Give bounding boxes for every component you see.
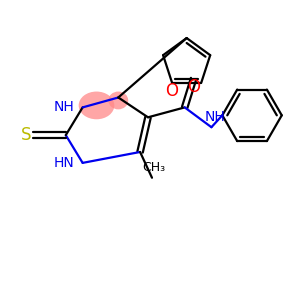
Text: O: O [166,82,178,100]
Text: O: O [187,78,200,96]
Text: S: S [21,126,32,144]
Text: CH₃: CH₃ [142,161,166,174]
Text: HN: HN [54,156,75,170]
Text: NH: NH [205,110,226,124]
Ellipse shape [79,92,114,119]
Text: NH: NH [54,100,75,114]
Ellipse shape [108,92,128,110]
